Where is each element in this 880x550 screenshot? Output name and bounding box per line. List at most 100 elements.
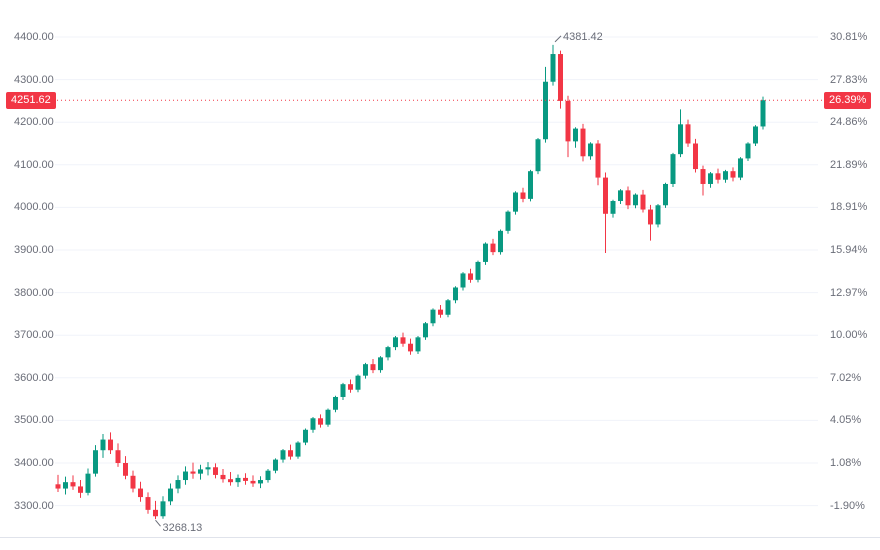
candle: [708, 172, 713, 188]
candle: [685, 119, 691, 147]
candle: [288, 444, 293, 460]
candle: [243, 473, 248, 485]
last-price-badge: 4251.62: [6, 92, 56, 109]
time-axis[interactable]: [0, 537, 880, 550]
candle: [483, 242, 488, 265]
candle: [85, 468, 91, 496]
last-percent-badge: 26.39%: [824, 92, 872, 109]
candle: [528, 169, 533, 202]
price-axis-label: 3400.00: [14, 457, 54, 469]
candle: [700, 165, 706, 196]
candle: [190, 462, 196, 479]
high-price-annotation: 4381.42: [563, 30, 603, 43]
candle: [175, 475, 181, 494]
candle: [393, 336, 398, 351]
candle: [498, 229, 503, 255]
candle: [670, 152, 676, 187]
candle: [370, 359, 376, 374]
candle: [123, 456, 128, 480]
candle: [490, 238, 496, 256]
candle: [115, 443, 121, 467]
candle: [738, 157, 743, 181]
candle: [603, 172, 608, 253]
candle: [130, 470, 136, 493]
percent-axis[interactable]: 30.81% 27.83% 24.86% 21.89% 18.91% 15.94% 12.9…: [822, 0, 880, 537]
percent-axis-label: 21.89%: [830, 158, 868, 171]
candle: [723, 169, 728, 183]
candle: [430, 308, 436, 327]
candle: [513, 191, 518, 215]
candle: [325, 408, 331, 427]
candle: [693, 138, 698, 173]
candle: [333, 395, 338, 413]
candle: [423, 321, 428, 340]
price-axis-label: 3900.00: [14, 244, 54, 256]
candle: [93, 445, 98, 477]
candle: [213, 463, 218, 479]
price-axis-label: 4200.00: [14, 116, 54, 129]
candle: [655, 203, 661, 228]
candle: [543, 66, 548, 143]
price-axis-label: 3800.00: [14, 286, 54, 299]
percent-axis-label: 10.00%: [830, 329, 868, 342]
candle: [250, 475, 256, 487]
percent-axis-label: -1.90%: [830, 499, 865, 512]
candle: [63, 476, 68, 495]
candle: [580, 123, 586, 162]
candle: [663, 182, 668, 208]
price-axis-label: 4100.00: [14, 158, 54, 171]
price-axis[interactable]: 4400.00 4300.00 4200.00 4100.00 4000.00 3900.…: [0, 0, 55, 537]
percent-axis-label: 27.83%: [830, 73, 868, 86]
candle: [408, 338, 413, 355]
percent-axis-label: 18.91%: [830, 201, 868, 214]
candle: [610, 199, 616, 218]
candle: [138, 481, 143, 502]
candle: [438, 304, 443, 318]
candle: [220, 468, 226, 483]
candle: [160, 496, 166, 519]
price-axis-label: 3600.00: [14, 371, 54, 384]
candle: [153, 500, 158, 520]
candle: [745, 142, 751, 161]
percent-axis-label: 4.05%: [830, 414, 862, 427]
candle: [753, 125, 758, 147]
candle: [550, 44, 556, 86]
candle: [633, 193, 638, 209]
candle: [340, 382, 346, 400]
candle: [55, 474, 61, 492]
candle: [385, 345, 391, 361]
candle: [625, 186, 631, 210]
candle: [678, 109, 683, 158]
candle: [588, 142, 593, 160]
candle: [400, 332, 406, 347]
candle: [100, 434, 106, 458]
candle: [168, 483, 173, 506]
candle: [618, 189, 623, 204]
percent-axis-label: 30.81%: [830, 31, 868, 43]
candle: [265, 468, 271, 483]
candle: [558, 50, 563, 109]
percent-axis-label: 24.86%: [830, 116, 868, 129]
candle: [475, 260, 481, 283]
candle: [363, 362, 368, 379]
candle: [355, 374, 361, 393]
candle: [730, 167, 736, 182]
candle: [520, 187, 526, 203]
candle: [348, 379, 353, 393]
price-axis-label: 4400.00: [14, 31, 54, 43]
candle: [205, 462, 211, 476]
candle: [760, 96, 766, 130]
candle: [460, 272, 466, 291]
candle: [108, 432, 113, 455]
candle: [70, 475, 76, 490]
candle: [378, 356, 383, 373]
candle: [505, 210, 511, 234]
candle: [565, 95, 571, 158]
candle: [715, 168, 721, 184]
candle: [415, 336, 421, 354]
candle: [310, 416, 316, 433]
percent-axis-label: 12.97%: [830, 286, 868, 299]
candle: [295, 441, 301, 459]
